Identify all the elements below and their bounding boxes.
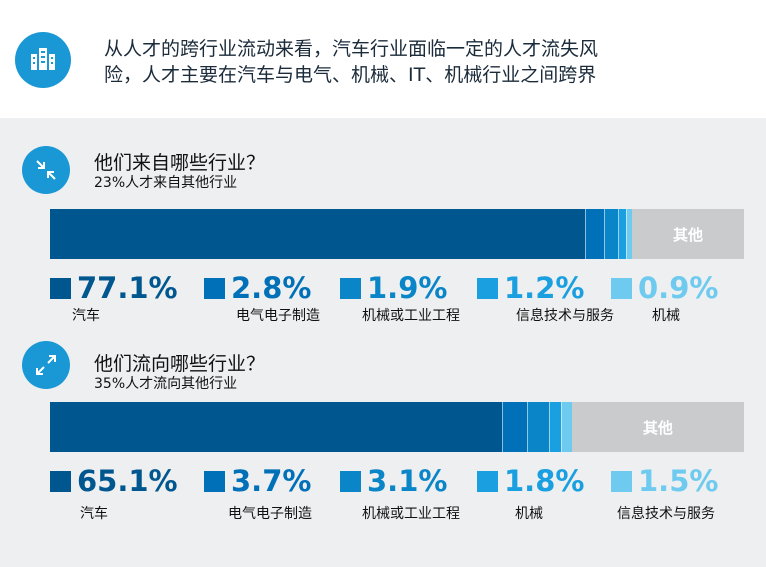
chart-panel — [0, 118, 766, 567]
header-section: 从人才的跨行业流动来看，汽车行业面临一定的人才流失风 险，人才主要在汽车与电气、… — [0, 0, 766, 118]
value-label: 1.2% — [504, 271, 585, 305]
bar-segment-1 — [50, 402, 502, 452]
section-2-title: 他们流向哪些行业？ — [94, 353, 266, 375]
legend-swatch — [204, 278, 225, 299]
legend-swatch — [204, 471, 225, 492]
stacked-bar-1: 其他 — [50, 209, 744, 259]
category-label: 电气电子制造 — [236, 308, 320, 324]
value-label: 1.9% — [367, 271, 448, 305]
stacked-bar-2: 其他 — [50, 402, 744, 452]
building-icon — [15, 32, 71, 88]
value-label: 1.8% — [504, 464, 585, 498]
value-label: 1.5% — [638, 464, 719, 498]
bar-segment-4 — [617, 209, 626, 259]
bar-segment-other: 其他 — [571, 402, 744, 452]
value-label: 3.1% — [367, 464, 448, 498]
bar-segment-5 — [561, 402, 572, 452]
bar-segment-5 — [625, 209, 633, 259]
value-label: 77.1% — [77, 271, 178, 305]
bar-segment-2 — [585, 209, 605, 259]
category-label: 汽车 — [72, 308, 100, 324]
section-1-subtitle: 23%人才来自其他行业 — [94, 175, 238, 191]
category-label: 机械或工业工程 — [362, 506, 460, 522]
section-2-subtitle: 35%人才流向其他行业 — [94, 376, 238, 392]
value-label: 2.8% — [231, 271, 312, 305]
arrows-inward-icon — [22, 146, 70, 194]
category-label: 信息技术与服务 — [617, 506, 715, 522]
legend-swatch — [50, 278, 71, 299]
other-label: 其他 — [673, 225, 704, 244]
other-label: 其他 — [642, 418, 673, 437]
bar-segment-4 — [548, 402, 562, 452]
category-label: 机械或工业工程 — [362, 308, 460, 324]
category-label: 电气电子制造 — [228, 506, 312, 522]
section-1-title: 他们来自哪些行业？ — [94, 152, 266, 174]
bar-segment-2 — [501, 402, 528, 452]
category-label: 汽车 — [80, 506, 108, 522]
bar-segment-1 — [50, 209, 586, 259]
arrows-outward-icon — [22, 341, 70, 389]
bar-segment-3 — [604, 209, 618, 259]
bar-segment-3 — [527, 402, 549, 452]
legend-swatch — [340, 471, 361, 492]
legend-swatch — [611, 471, 632, 492]
headline-line-1: 从人才的跨行业流动来看，汽车行业面临一定的人才流失风 — [104, 38, 599, 60]
value-label: 65.1% — [77, 464, 178, 498]
headline-line-2: 险，人才主要在汽车与电气、机械、IT、机械行业之间跨界 — [104, 64, 597, 86]
value-label: 0.9% — [638, 271, 719, 305]
category-label: 机械 — [652, 308, 680, 324]
legend-swatch — [340, 278, 361, 299]
headline: 从人才的跨行业流动来看，汽车行业面临一定的人才流失风 险，人才主要在汽车与电气、… — [104, 36, 744, 88]
legend-swatch — [50, 471, 71, 492]
value-label: 3.7% — [231, 464, 312, 498]
category-label: 机械 — [515, 506, 543, 522]
legend-swatch — [611, 278, 632, 299]
category-label: 信息技术与服务 — [516, 308, 614, 324]
bar-segment-other: 其他 — [632, 209, 744, 259]
legend-swatch — [477, 471, 498, 492]
legend-swatch — [477, 278, 498, 299]
